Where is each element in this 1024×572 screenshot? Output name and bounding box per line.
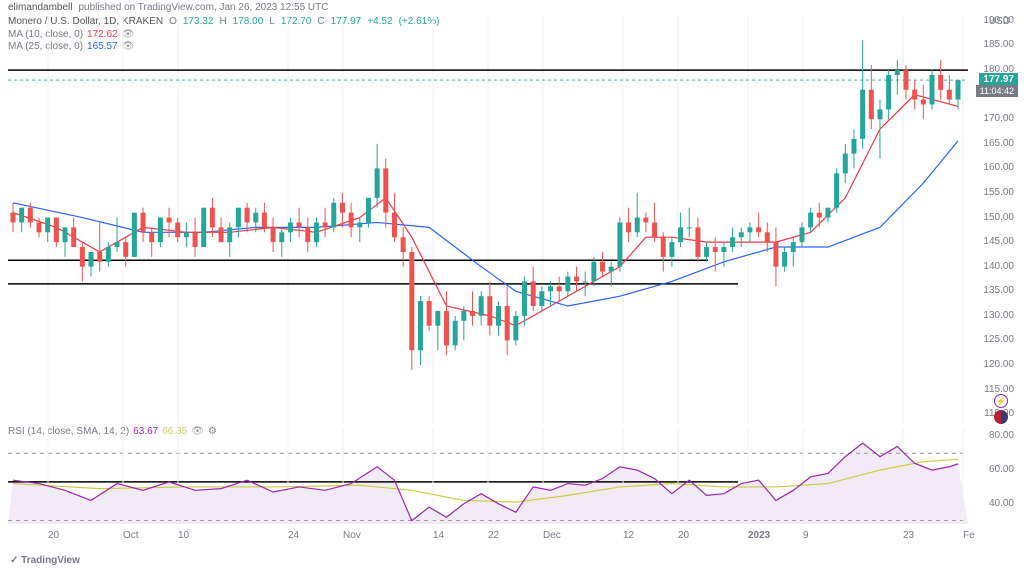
logo-icon: ✓ (10, 555, 18, 566)
x-axis: 20Oct1024Nov1422Dec12202023923Fe (8, 530, 968, 544)
rsi-chart (8, 428, 968, 524)
tradingview-watermark: ✓ TradingView (10, 555, 80, 566)
countdown-tag: 11:04:42 (976, 85, 1018, 97)
lightning-icon[interactable]: ⚡ (994, 394, 1008, 408)
header-publisher: elimandambell published on TradingView.c… (8, 2, 328, 13)
rsi-y-axis: 80.0060.0040.00 (968, 428, 1018, 524)
price-chart (8, 16, 968, 424)
flag-icon[interactable] (994, 410, 1008, 424)
